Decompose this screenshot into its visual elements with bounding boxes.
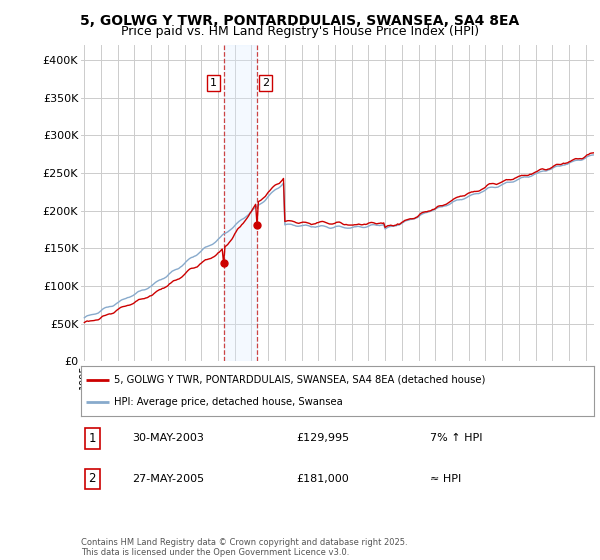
Text: Contains HM Land Registry data © Crown copyright and database right 2025.
This d: Contains HM Land Registry data © Crown c… — [81, 538, 407, 557]
Bar — [224, 45, 257, 361]
Text: ≈ HPI: ≈ HPI — [430, 474, 461, 484]
Text: 2: 2 — [89, 472, 96, 486]
Text: 5, GOLWG Y TWR, PONTARDDULAIS, SWANSEA, SA4 8EA: 5, GOLWG Y TWR, PONTARDDULAIS, SWANSEA, … — [80, 14, 520, 28]
Text: 5, GOLWG Y TWR, PONTARDDULAIS, SWANSEA, SA4 8EA (detached house): 5, GOLWG Y TWR, PONTARDDULAIS, SWANSEA, … — [115, 375, 486, 385]
Text: HPI: Average price, detached house, Swansea: HPI: Average price, detached house, Swan… — [115, 397, 343, 407]
Text: Price paid vs. HM Land Registry's House Price Index (HPI): Price paid vs. HM Land Registry's House … — [121, 25, 479, 38]
Text: 2: 2 — [262, 78, 269, 88]
Text: 30-MAY-2003: 30-MAY-2003 — [133, 433, 204, 444]
Text: 7% ↑ HPI: 7% ↑ HPI — [430, 433, 482, 444]
Text: £129,995: £129,995 — [296, 433, 350, 444]
Text: 1: 1 — [210, 78, 217, 88]
Text: 1: 1 — [89, 432, 96, 445]
Text: £181,000: £181,000 — [296, 474, 349, 484]
Text: 27-MAY-2005: 27-MAY-2005 — [133, 474, 205, 484]
